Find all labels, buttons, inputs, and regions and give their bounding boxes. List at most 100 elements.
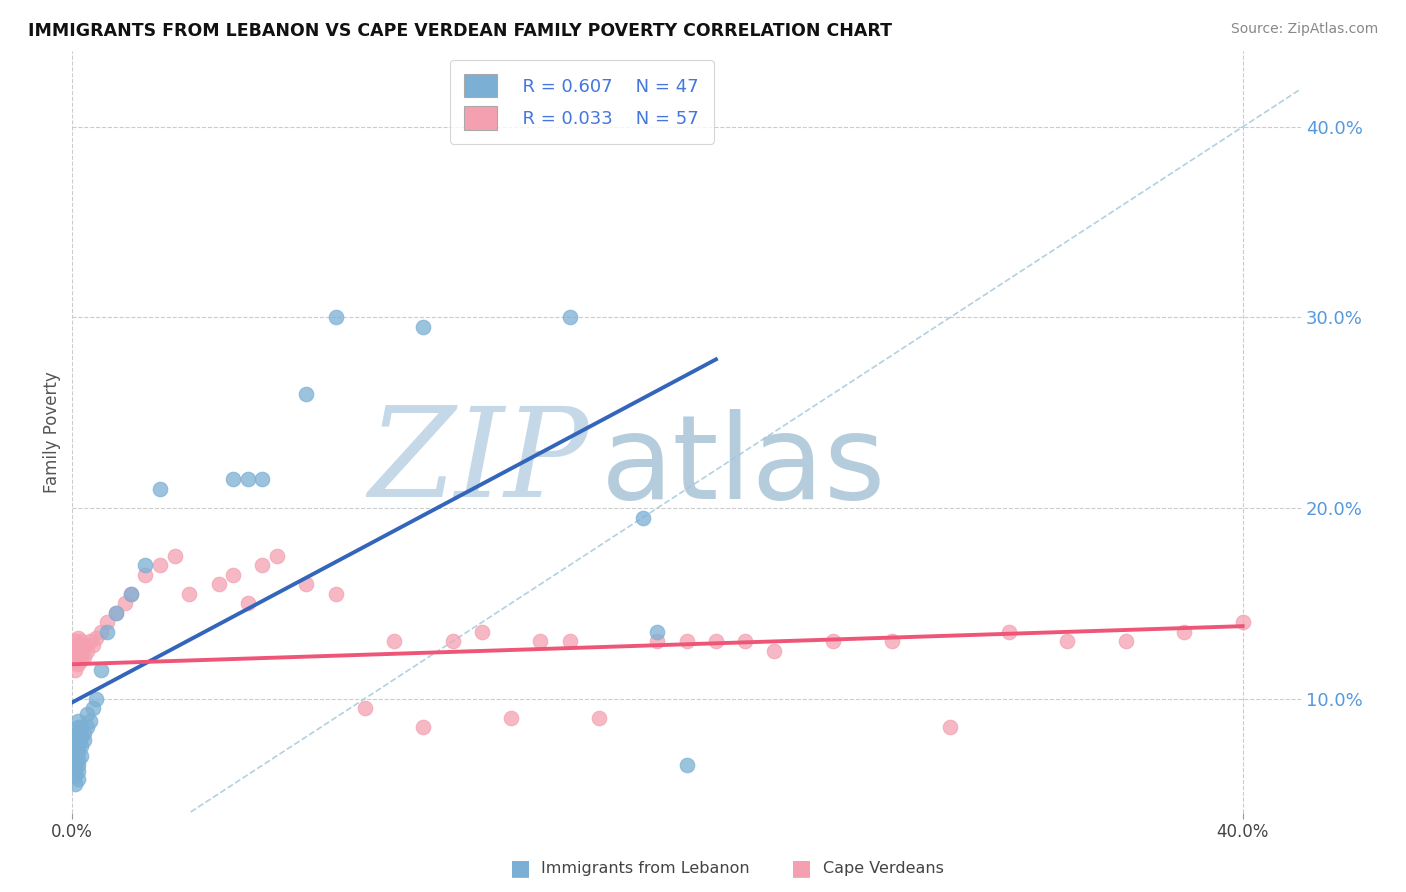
Point (90, 624, 112, 639)
Point (67, 714, 90, 729)
Point (73, 733, 96, 747)
Point (67, 726, 90, 740)
Text: IMMIGRANTS FROM LEBANON VS CAPE VERDEAN FAMILY POVERTY CORRELATION CHART: IMMIGRANTS FROM LEBANON VS CAPE VERDEAN … (28, 22, 893, 40)
Text: atlas: atlas (600, 409, 886, 524)
Point (82, 638, 104, 652)
Point (76, 706, 98, 721)
Point (67, 720, 90, 734)
Point (1232, 615, 1254, 630)
Text: Cape Verdeans: Cape Verdeans (823, 861, 943, 876)
Point (63, 764, 86, 778)
Text: ■: ■ (792, 859, 811, 879)
Point (558, 310, 581, 325)
Point (252, 558, 274, 573)
Point (325, 310, 347, 325)
Point (70, 720, 93, 734)
Point (675, 634, 697, 648)
Point (63, 768, 86, 782)
Point (120, 587, 142, 601)
Point (79, 634, 101, 648)
Point (67, 739, 90, 754)
Point (134, 567, 156, 582)
Point (222, 567, 245, 582)
Point (67, 730, 90, 744)
Point (63, 653, 86, 667)
Point (675, 758, 697, 772)
Point (236, 596, 259, 610)
Point (114, 596, 136, 610)
Point (529, 634, 551, 648)
Point (63, 634, 86, 648)
Point (84, 631, 107, 645)
Point (120, 587, 142, 601)
Point (501, 711, 523, 725)
Point (105, 606, 128, 620)
Point (880, 634, 903, 648)
Point (266, 549, 288, 563)
Point (70, 653, 93, 667)
Point (63, 753, 86, 767)
Point (73, 649, 96, 664)
Point (67, 638, 90, 652)
Point (63, 758, 86, 772)
Point (412, 320, 434, 334)
Point (295, 386, 318, 401)
Point (647, 634, 669, 648)
Point (441, 634, 464, 648)
Text: ■: ■ (510, 859, 530, 879)
Point (179, 587, 201, 601)
Point (63, 730, 86, 744)
Point (149, 558, 172, 573)
Point (96, 615, 118, 630)
Point (295, 577, 318, 591)
Text: ZIP: ZIP (368, 401, 588, 523)
Legend:   R = 0.607    N = 47,   R = 0.033    N = 57: R = 0.607 N = 47, R = 0.033 N = 57 (450, 60, 713, 144)
Point (631, 510, 654, 524)
Point (67, 764, 90, 778)
Point (70, 730, 93, 744)
Point (67, 631, 90, 645)
Point (67, 745, 90, 759)
Point (63, 733, 86, 747)
Point (67, 657, 90, 672)
Point (997, 624, 1019, 639)
Point (76, 644, 98, 658)
Y-axis label: Family Poverty: Family Poverty (44, 371, 60, 492)
Point (63, 649, 86, 664)
Point (222, 472, 245, 486)
Point (70, 644, 93, 658)
Point (76, 720, 98, 734)
Point (63, 777, 86, 791)
Point (558, 634, 581, 648)
Point (236, 472, 259, 486)
Point (821, 634, 844, 648)
Point (149, 482, 172, 496)
Point (588, 711, 610, 725)
Text: Immigrants from Lebanon: Immigrants from Lebanon (541, 861, 749, 876)
Point (63, 739, 86, 754)
Point (82, 701, 104, 715)
Point (353, 701, 375, 715)
Point (734, 634, 756, 648)
Point (63, 748, 86, 763)
Point (67, 772, 90, 786)
Point (382, 634, 405, 648)
Point (67, 644, 90, 658)
Point (90, 663, 112, 677)
Point (471, 624, 494, 639)
Point (84, 691, 107, 706)
Point (939, 720, 962, 734)
Point (96, 624, 118, 639)
Point (647, 624, 669, 639)
Point (63, 745, 86, 759)
Point (207, 577, 229, 591)
Point (163, 549, 186, 563)
Point (63, 663, 86, 677)
Point (73, 726, 96, 740)
Point (73, 638, 96, 652)
Point (1056, 634, 1078, 648)
Point (252, 472, 274, 486)
Point (134, 558, 156, 573)
Point (70, 748, 93, 763)
Point (1173, 624, 1195, 639)
